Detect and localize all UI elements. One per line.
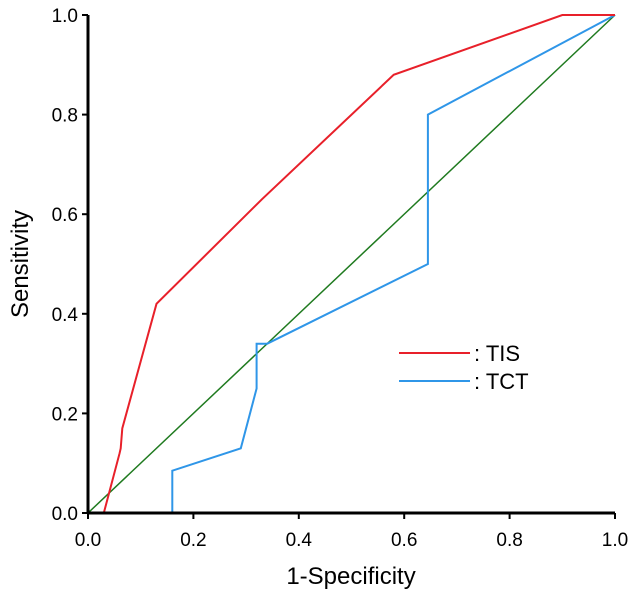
y-tick-label: 0.6 xyxy=(52,205,78,226)
legend-label-tis: : TIS xyxy=(474,341,520,366)
y-tick-label: 0.4 xyxy=(52,305,79,326)
x-tick-label: 0.0 xyxy=(75,530,101,551)
y-tick-label: 0.8 xyxy=(52,106,78,127)
axes xyxy=(86,15,615,515)
y-tick-label: 0.2 xyxy=(52,404,78,425)
x-tick-label: 0.8 xyxy=(496,530,522,551)
x-tick-label: 0.2 xyxy=(180,530,206,551)
y-tick-label: 1.0 xyxy=(52,6,78,27)
series-line-tis xyxy=(102,14,615,514)
y-axis-title: Sensitivity xyxy=(7,210,34,318)
x-axis-title: 1-Specificity xyxy=(286,563,415,590)
plot-lines xyxy=(87,14,616,514)
reference-line xyxy=(87,14,616,514)
series-line-tct xyxy=(88,14,616,514)
legend-label-tct: : TCT xyxy=(474,369,529,394)
y-tick-label: 0.0 xyxy=(52,504,78,525)
ticks: 0.0 0.2 0.4 0.6 0.8 1.0 0.0 0.2 0.4 0.6 0.8 1.0 xyxy=(52,6,629,551)
x-tick-label: 1.0 xyxy=(602,530,628,551)
legend: : TIS : TCT xyxy=(399,341,529,394)
x-tick-label: 0.4 xyxy=(286,530,313,551)
x-tick-label: 0.6 xyxy=(391,530,417,551)
